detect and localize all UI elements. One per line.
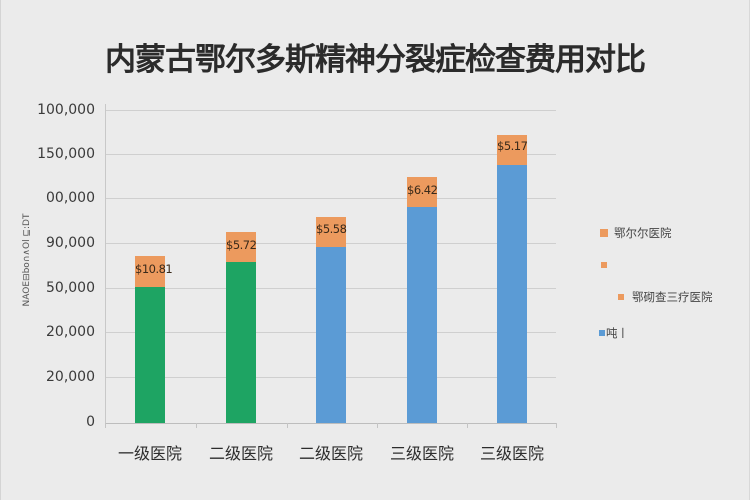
legend-swatch-icon [599, 330, 605, 336]
bar-group-3[interactable]: $5.58 [316, 217, 347, 423]
gridline [105, 154, 556, 155]
bar-segment-orange [316, 217, 346, 247]
bar-segment-green [135, 287, 165, 423]
x-tick-mark [105, 423, 106, 428]
legend-item[interactable] [601, 262, 613, 268]
gridline [105, 110, 556, 111]
bar-value-label: $5.72 [226, 238, 257, 252]
bar-group-4[interactable]: $6.42 [407, 177, 438, 423]
x-category-label: 二级医院 [298, 444, 364, 463]
x-tick-mark [196, 423, 197, 428]
x-category-label: 一级医院 [117, 444, 183, 463]
legend-label: 鄂砌查三疗医院 [632, 290, 713, 304]
bar-segment-blue [316, 247, 346, 423]
bar-segment-orange [135, 256, 165, 287]
bar-value-label: $10.81 [135, 262, 173, 276]
bar-value-label: $5.58 [316, 222, 347, 236]
bar-segment-green [226, 262, 256, 423]
bar-segment-orange [226, 232, 256, 262]
bar-group-5[interactable]: $5.17 [497, 135, 528, 423]
legend-swatch-icon [600, 229, 608, 237]
bar-segment-orange [497, 135, 527, 165]
x-tick-mark [556, 423, 557, 428]
x-tick-mark [467, 423, 468, 428]
x-category-label: 三级医院 [479, 444, 545, 463]
x-axis-line [105, 423, 556, 424]
legend-item[interactable]: 鄂尔尔医院 [600, 225, 672, 241]
y-tick-label: 50,000 [46, 280, 95, 296]
x-category-label: 三级医院 [389, 444, 455, 463]
y-tick-label: 20,000 [46, 369, 95, 385]
x-category-label: 二级医院 [208, 444, 274, 463]
y-tick-label: 20,000 [46, 324, 95, 340]
y-axis-line [105, 104, 106, 424]
bar-value-label: $6.42 [407, 183, 438, 197]
frame-left-border [0, 0, 1, 500]
bar-segment-blue [497, 165, 527, 423]
legend-swatch-icon [601, 262, 607, 268]
bar-segment-blue [407, 207, 437, 423]
legend-label: 吨ㅣ [606, 326, 629, 340]
x-tick-mark [287, 423, 288, 428]
x-tick-mark [377, 423, 378, 428]
chart-title: 内蒙古鄂尔多斯精神分裂症检查费用对比 [105, 42, 646, 78]
legend-item[interactable]: 吨ㅣ [599, 325, 628, 341]
legend-swatch-icon [618, 294, 624, 300]
gridline [105, 198, 556, 199]
y-tick-label: 90,000 [46, 235, 95, 251]
y-tick-label: 100,000 [37, 102, 95, 118]
bar-value-label: $5.17 [497, 139, 528, 153]
y-axis-label: NAOE⊟bo∩∧Ol ⊑:DT [22, 213, 32, 307]
bar-segment-orange [407, 177, 437, 207]
y-tick-label: 150,000 [37, 146, 95, 162]
bar-group-1[interactable]: $10.81 [135, 256, 173, 423]
legend-label: 鄂尔尔医院 [614, 226, 672, 240]
y-tick-label: 00,000 [46, 190, 95, 206]
legend-item[interactable]: 鄂砌查三疗医院 [618, 289, 713, 305]
bar-group-2[interactable]: $5.72 [226, 232, 257, 423]
y-tick-label: 0 [86, 414, 95, 430]
